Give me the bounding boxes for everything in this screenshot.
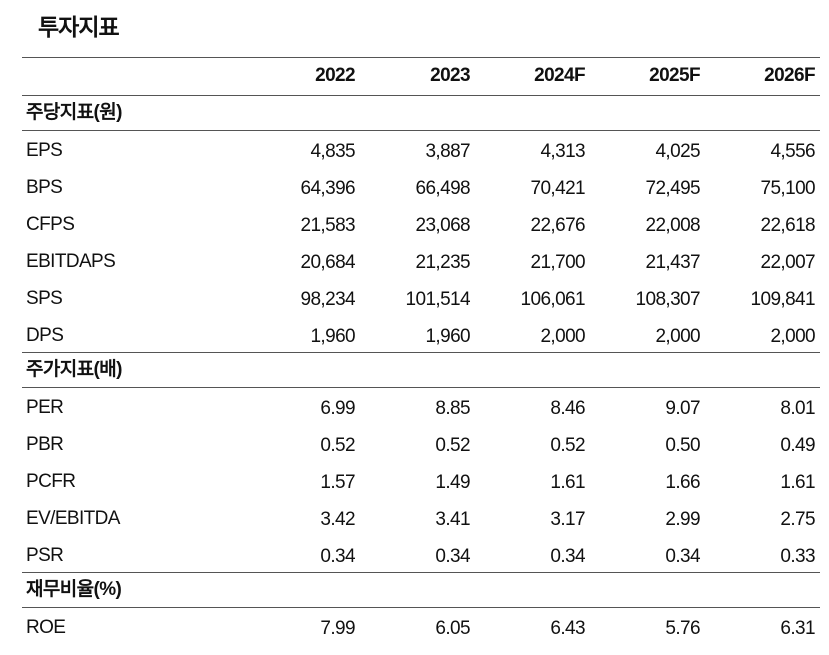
cell: 1,960 xyxy=(310,326,355,347)
cell: 6.05 xyxy=(435,618,470,639)
rule xyxy=(22,572,820,573)
rule xyxy=(22,95,820,96)
cell: 64,396 xyxy=(300,178,355,199)
column-header: 2022 xyxy=(315,65,355,86)
cell: 1.49 xyxy=(435,472,470,493)
rule xyxy=(22,607,820,608)
row-label: EV/EBITDA xyxy=(26,508,120,529)
cell: 0.34 xyxy=(320,546,355,567)
cell: 66,498 xyxy=(415,178,470,199)
cell: 109,841 xyxy=(750,289,816,310)
cell: 75,100 xyxy=(760,178,815,199)
cell: 0.34 xyxy=(665,546,700,567)
rule xyxy=(22,387,820,388)
title: 투자지표 xyxy=(38,14,120,40)
cell: 9.07 xyxy=(665,398,700,419)
rule xyxy=(22,57,820,58)
cell: 101,514 xyxy=(405,289,471,310)
row-label: EPS xyxy=(26,140,63,161)
cell: 98,234 xyxy=(300,289,355,310)
row-label: ROE xyxy=(26,617,66,638)
section-label: 재무비율(%) xyxy=(26,579,122,600)
cell: 0.52 xyxy=(435,435,470,456)
row-label: PER xyxy=(26,397,64,418)
cell: 22,676 xyxy=(530,215,585,236)
cell: 7.99 xyxy=(320,618,355,639)
row-label: PSR xyxy=(26,545,64,566)
cell: 21,437 xyxy=(645,252,700,273)
cell: 72,495 xyxy=(645,178,700,199)
cell: 3.42 xyxy=(320,509,355,530)
cell: 22,618 xyxy=(760,215,815,236)
row-label: DPS xyxy=(26,325,64,346)
cell: 22,008 xyxy=(645,215,700,236)
rule xyxy=(22,130,820,131)
column-header: 2026F xyxy=(764,65,815,86)
cell: 0.52 xyxy=(550,435,585,456)
cell: 8.46 xyxy=(550,398,585,419)
cell: 106,061 xyxy=(520,289,586,310)
cell: 21,235 xyxy=(415,252,470,273)
row-label: CFPS xyxy=(26,214,75,235)
section-label: 주당지표(원) xyxy=(26,102,122,123)
cell: 1.66 xyxy=(665,472,700,493)
column-header: 2023 xyxy=(430,65,470,86)
cell: 21,583 xyxy=(300,215,355,236)
rule xyxy=(22,352,820,353)
cell: 6.31 xyxy=(780,618,815,639)
cell: 0.50 xyxy=(665,435,700,456)
cell: 6.99 xyxy=(320,398,355,419)
row-label: PCFR xyxy=(26,471,76,492)
cell: 8.01 xyxy=(780,398,815,419)
cell: 4,025 xyxy=(655,141,700,162)
cell: 3.41 xyxy=(435,509,470,530)
cell: 20,684 xyxy=(300,252,355,273)
cell: 4,313 xyxy=(540,141,585,162)
cell: 4,556 xyxy=(770,141,815,162)
cell: 21,700 xyxy=(530,252,585,273)
cell: 22,007 xyxy=(760,252,815,273)
row-label: SPS xyxy=(26,288,63,309)
cell: 3,887 xyxy=(425,141,470,162)
cell: 108,307 xyxy=(635,289,701,310)
row-label: EBITDAPS xyxy=(26,251,116,272)
cell: 2,000 xyxy=(540,326,585,347)
cell: 70,421 xyxy=(530,178,585,199)
cell: 4,835 xyxy=(310,141,355,162)
cell: 8.85 xyxy=(435,398,470,419)
cell: 2.75 xyxy=(780,509,815,530)
column-header: 2025F xyxy=(649,65,700,86)
cell: 2.99 xyxy=(665,509,700,530)
cell: 1,960 xyxy=(425,326,470,347)
cell: 0.34 xyxy=(435,546,470,567)
cell: 0.49 xyxy=(780,435,815,456)
cell: 2,000 xyxy=(770,326,815,347)
cell: 1.57 xyxy=(320,472,355,493)
cell: 23,068 xyxy=(415,215,470,236)
cell: 0.33 xyxy=(780,546,815,567)
row-label: BPS xyxy=(26,177,63,198)
cell: 1.61 xyxy=(780,472,815,493)
column-header: 2024F xyxy=(534,65,585,86)
section-label: 주가지표(배) xyxy=(26,359,122,380)
cell: 2,000 xyxy=(655,326,700,347)
row-label: PBR xyxy=(26,434,64,455)
cell: 0.52 xyxy=(320,435,355,456)
cell: 1.61 xyxy=(550,472,585,493)
cell: 6.43 xyxy=(550,618,585,639)
cell: 0.34 xyxy=(550,546,585,567)
cell: 3.17 xyxy=(550,509,585,530)
cell: 5.76 xyxy=(665,618,700,639)
